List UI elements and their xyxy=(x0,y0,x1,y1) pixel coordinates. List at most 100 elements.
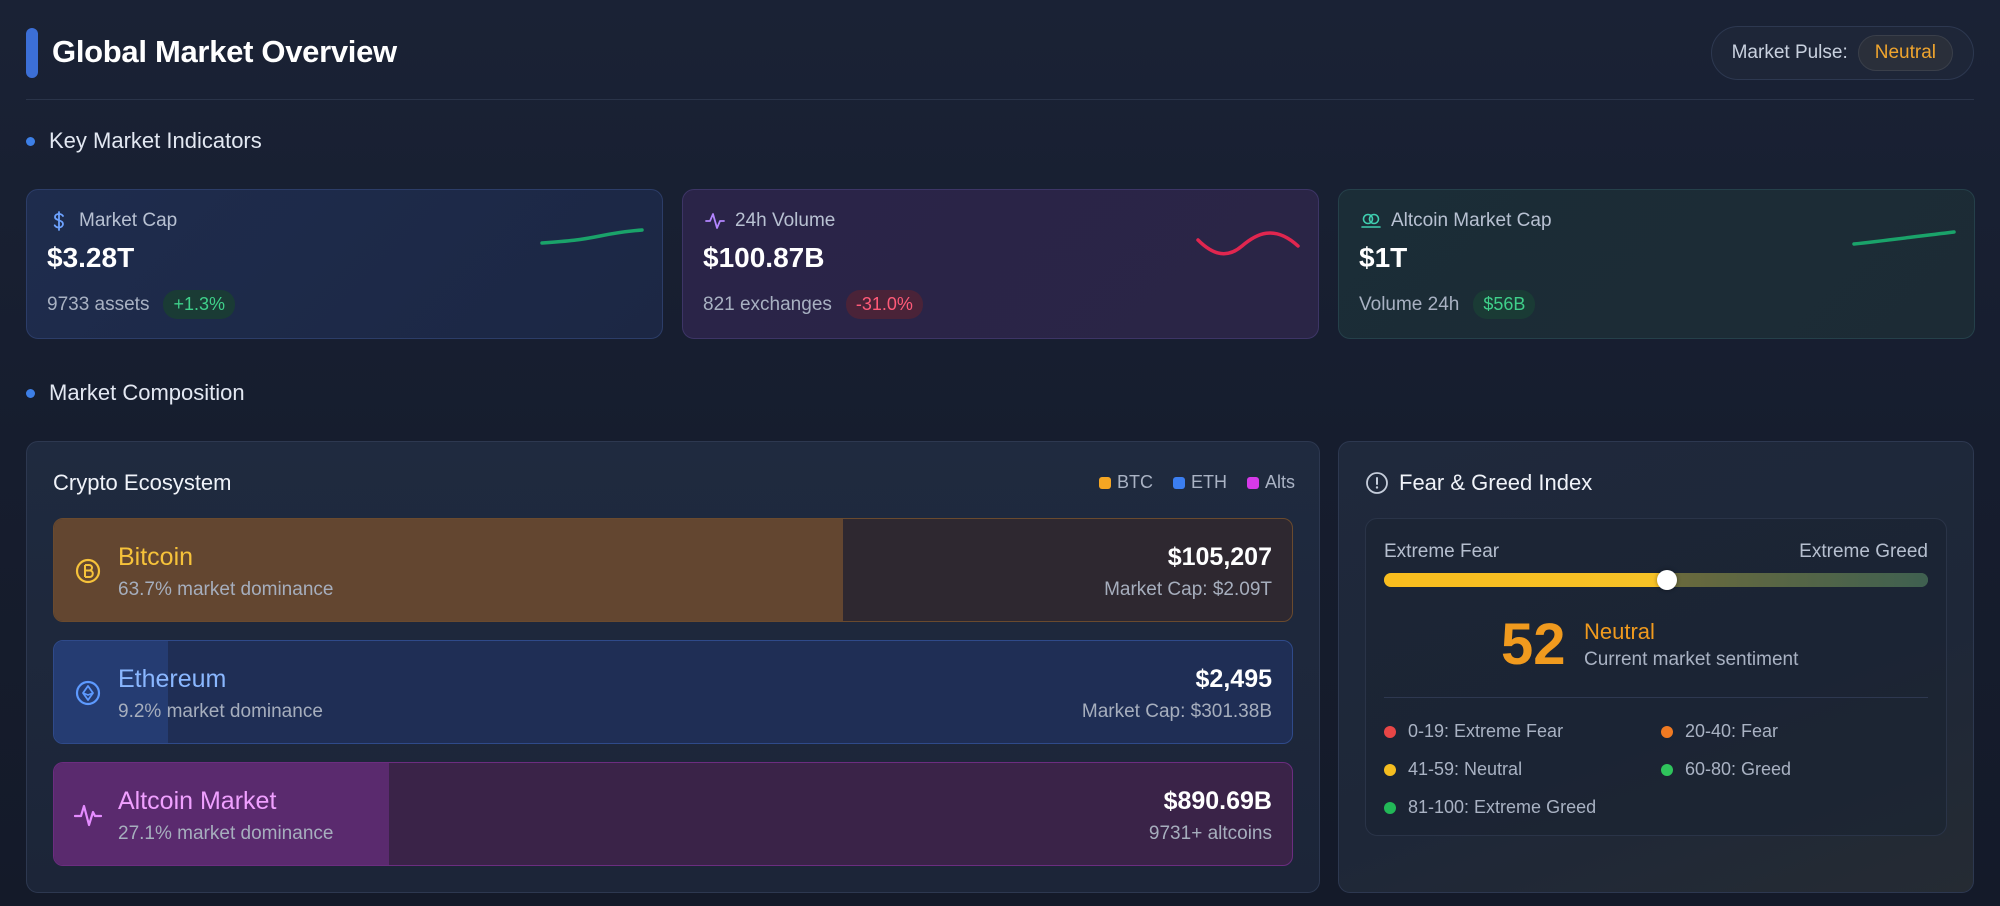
range-neutral: 41-59: Neutral xyxy=(1384,759,1522,780)
range-label: 0-19: Extreme Fear xyxy=(1408,721,1564,741)
range-label: 41-59: Neutral xyxy=(1408,759,1523,779)
range-extreme-fear: 0-19: Extreme Fear xyxy=(1384,721,1563,742)
section-title: Market Composition xyxy=(49,380,245,405)
altcoin-sparkline xyxy=(1852,230,1956,246)
panel-title: Fear & Greed Index xyxy=(1399,470,1593,495)
card-subline: 9733 assets +1.3% xyxy=(47,290,236,319)
card-label: Altcoin Market Cap xyxy=(1391,210,1552,231)
section-bullet-icon xyxy=(26,136,35,146)
sentiment-description: Current market sentiment xyxy=(1584,649,1799,670)
page-header: Global Market Overview Market Pulse: Neu… xyxy=(26,26,1974,100)
legend-swatch xyxy=(1172,476,1185,489)
ethereum-icon xyxy=(75,680,101,706)
volume-value: $100.87B xyxy=(703,242,825,273)
legend-item-alts: Alts xyxy=(1246,472,1295,493)
volume-sparkline xyxy=(1196,231,1300,256)
range-dot-icon xyxy=(1384,725,1396,738)
fear-greed-gauge: Extreme Fear Extreme Greed 52 Neutral Cu… xyxy=(1365,518,1947,836)
range-dot-icon xyxy=(1661,763,1673,776)
legend-label: BTC xyxy=(1116,472,1153,492)
asset-name: Ethereum xyxy=(118,665,227,693)
altcoin-cap-card[interactable]: Altcoin Market Cap $1T Volume 24h $56B xyxy=(1338,189,1975,339)
asset-dominance: 63.7% market dominance xyxy=(118,579,334,600)
dollar-icon xyxy=(49,211,69,231)
divider xyxy=(1384,697,1928,698)
market-cap-card[interactable]: Market Cap $3.28T 9733 assets +1.3% xyxy=(26,189,663,339)
range-dot-icon xyxy=(1661,725,1673,738)
legend-label: Alts xyxy=(1264,472,1295,492)
legend-swatch xyxy=(1098,476,1111,489)
sentiment-slider-handle xyxy=(1656,570,1677,590)
asset-row-altcoins[interactable]: Altcoin Market 27.1% market dominance $8… xyxy=(53,762,1293,866)
section-market-composition: Market Composition xyxy=(26,380,245,406)
card-label: 24h Volume xyxy=(735,210,836,231)
market-pulse-label: Market Pulse: xyxy=(1731,42,1848,63)
sentiment-track-remainder xyxy=(1666,573,1928,587)
dominance-fill xyxy=(54,763,390,865)
section-title: Key Market Indicators xyxy=(49,128,262,153)
range-dot-icon xyxy=(1384,763,1396,776)
asset-price: $2,495 xyxy=(1195,665,1272,693)
range-extreme-greed: 81-100: Extreme Greed xyxy=(1384,797,1596,818)
market-cap-value: $3.28T xyxy=(47,242,135,273)
asset-count: 9733 assets xyxy=(47,293,150,315)
fear-greed-panel: Fear & Greed Index Extreme Fear Extreme … xyxy=(1338,441,1974,893)
card-header: Market Cap xyxy=(49,210,177,232)
pulse-icon xyxy=(74,804,102,827)
volume-label: Volume 24h xyxy=(1359,293,1460,315)
card-label: Market Cap xyxy=(79,210,178,231)
page-title: Global Market Overview xyxy=(52,34,397,69)
asset-row-bitcoin[interactable]: Bitcoin 63.7% market dominance $105,207 … xyxy=(53,518,1293,622)
range-label: 81-100: Extreme Greed xyxy=(1408,797,1597,817)
ecosystem-legend: BTC ETH Alts xyxy=(1098,472,1295,493)
card-header: 24h Volume xyxy=(705,210,835,232)
asset-dominance: 27.1% market dominance xyxy=(118,823,334,844)
alert-circle-icon xyxy=(1366,472,1388,494)
card-subline: Volume 24h $56B xyxy=(1359,290,1536,319)
activity-icon xyxy=(705,211,725,231)
change-badge: +1.3% xyxy=(163,290,236,319)
range-label: 60-80: Greed xyxy=(1685,759,1792,779)
sentiment-track xyxy=(1384,570,1928,590)
asset-row-ethereum[interactable]: Ethereum 9.2% market dominance $2,495 Ma… xyxy=(53,640,1293,744)
market-pulse-badge: Neutral xyxy=(1857,35,1953,71)
market-pulse-indicator: Market Pulse: Neutral xyxy=(1710,26,1974,80)
coins-icon xyxy=(1361,211,1381,231)
legend-swatch xyxy=(1246,476,1259,489)
asset-price: $105,207 xyxy=(1167,543,1272,571)
asset-dominance: 9.2% market dominance xyxy=(118,701,323,722)
panel-title: Crypto Ecosystem xyxy=(53,470,232,495)
change-badge: -31.0% xyxy=(845,290,923,319)
range-label: 20-40: Fear xyxy=(1685,721,1779,741)
range-fear: 20-40: Fear xyxy=(1661,721,1778,742)
section-key-indicators: Key Market Indicators xyxy=(26,128,262,154)
sentiment-state: Neutral xyxy=(1584,619,1655,644)
dominance-fill xyxy=(54,519,843,621)
crypto-ecosystem-panel: Crypto Ecosystem BTC ETH Alts Bitcoin 63… xyxy=(26,441,1320,893)
range-greed: 60-80: Greed xyxy=(1661,759,1791,780)
sentiment-score: 52 xyxy=(1501,612,1566,677)
asset-name: Altcoin Market xyxy=(118,787,277,815)
asset-market-cap: Market Cap: $2.09T xyxy=(1104,579,1272,600)
card-subline: 821 exchanges -31.0% xyxy=(703,290,923,319)
exchange-count: 821 exchanges xyxy=(703,293,832,315)
asset-price: $890.69B xyxy=(1163,787,1272,815)
bitcoin-icon xyxy=(75,558,101,584)
asset-name: Bitcoin xyxy=(118,543,194,571)
asset-detail: 9731+ altcoins xyxy=(1148,823,1272,844)
scale-max-label: Extreme Greed xyxy=(1799,541,1928,562)
volume-badge: $56B xyxy=(1473,290,1536,319)
volume-card[interactable]: 24h Volume $100.87B 821 exchanges -31.0% xyxy=(682,189,1319,339)
asset-market-cap: Market Cap: $301.38B xyxy=(1081,701,1272,722)
dominance-fill xyxy=(54,641,168,743)
title-accent-bar xyxy=(26,28,38,78)
fear-greed-header: Fear & Greed Index xyxy=(1365,470,1592,496)
section-bullet-icon xyxy=(26,388,35,398)
sentiment-track-fill xyxy=(1384,573,1667,587)
market-cap-sparkline xyxy=(540,228,644,245)
legend-item-eth: ETH xyxy=(1172,472,1227,493)
legend-label: ETH xyxy=(1190,472,1227,492)
card-header: Altcoin Market Cap xyxy=(1361,210,1552,232)
altcoin-cap-value: $1T xyxy=(1359,242,1408,273)
legend-item-btc: BTC xyxy=(1098,472,1153,493)
